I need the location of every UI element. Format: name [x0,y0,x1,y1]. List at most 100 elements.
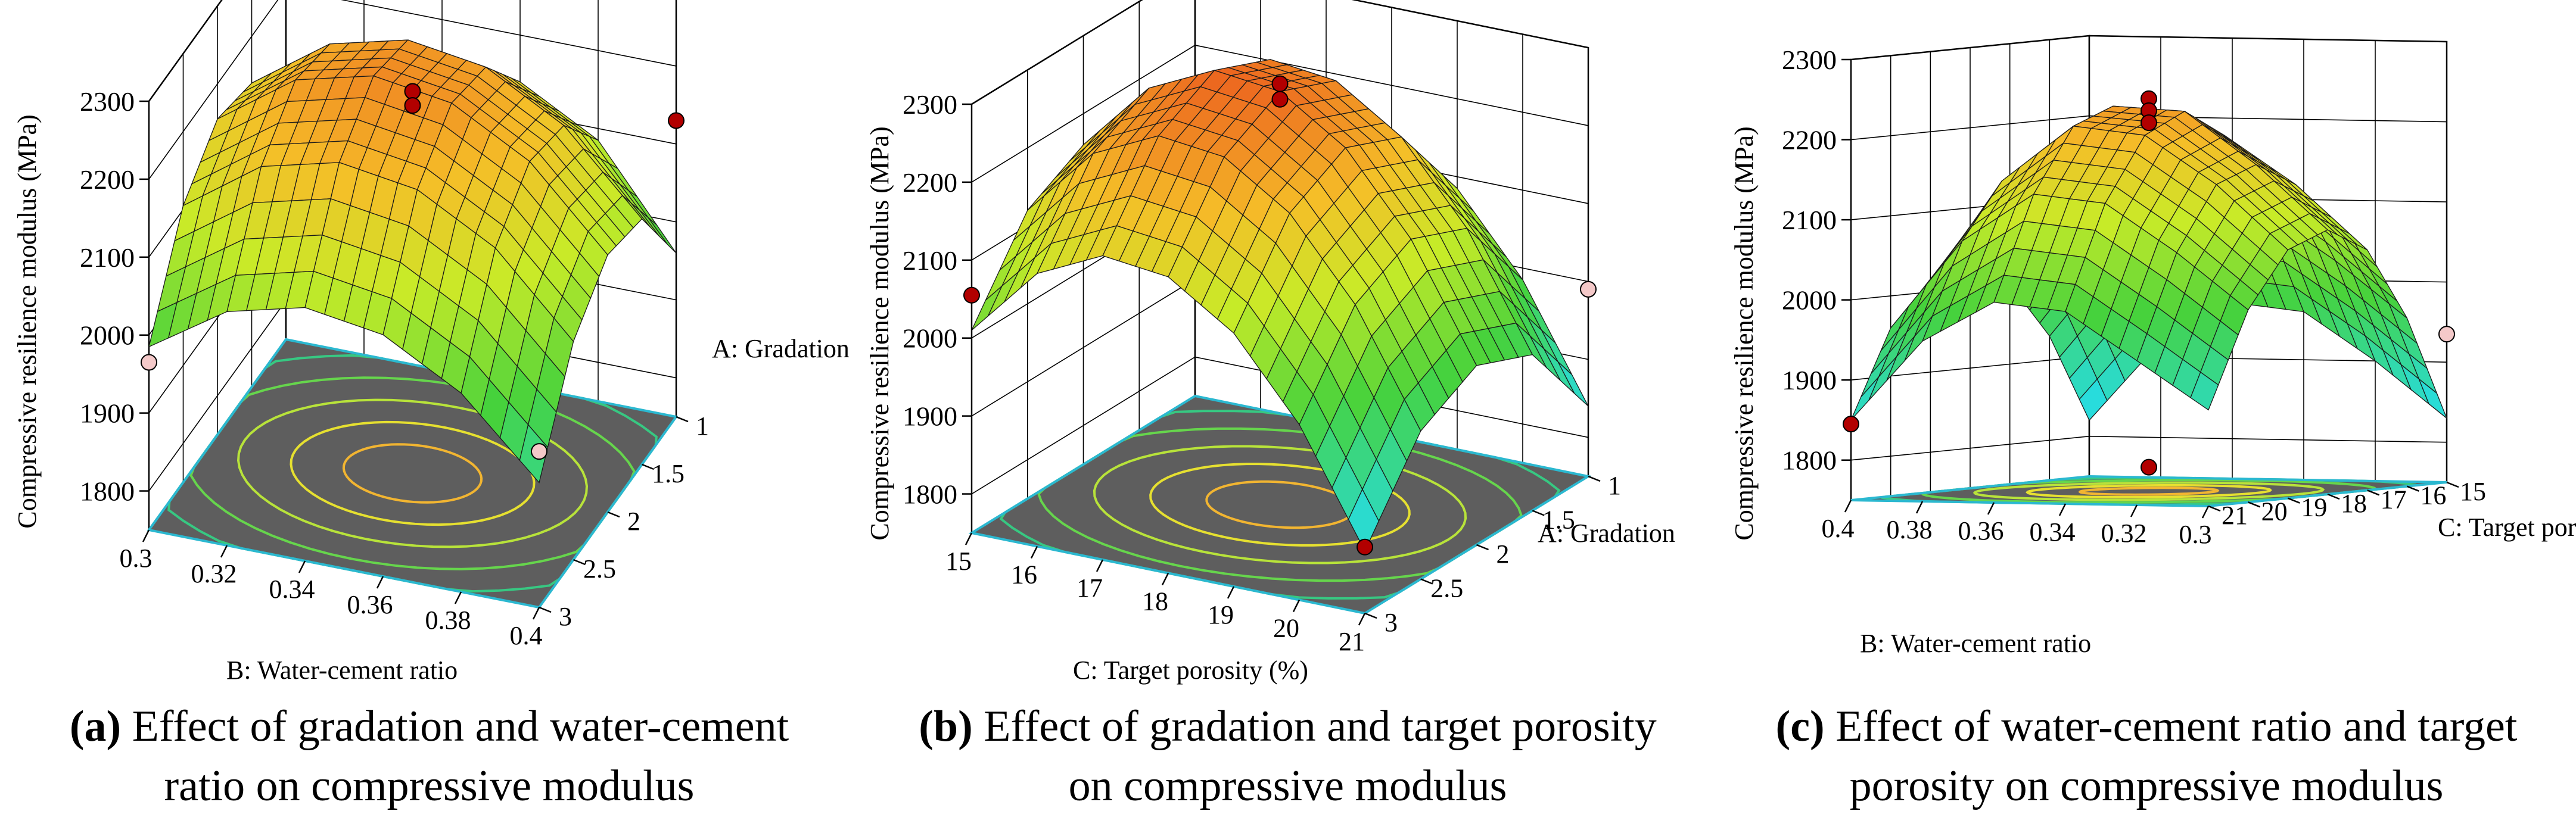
y-tick-c [2446,481,2459,488]
design-point-a [531,443,547,460]
y-axis-label-b: A: Gradation [1538,519,1675,548]
caption-b-line2: on compressive modulus [1068,762,1507,810]
design-point-b [1271,91,1289,108]
x-axis-label-b: C: Target porosity (%) [1073,656,1308,685]
z-tick-label-b: 2100 [903,245,957,276]
design-point-b [1580,280,1597,298]
y-axis-label-a: A: Gradation [712,334,850,363]
z-tick-label-a: 2300 [80,86,135,117]
y-tick-a [642,463,654,470]
caption-b-line1: Effect of gradation and target porosity [984,702,1657,751]
y-tick-label-c: 19 [2301,493,2327,522]
x-tick-c [1915,501,1924,514]
y-tick-label-a: 2.5 [583,554,616,584]
x-tick-label-c: 0.36 [1958,516,2004,545]
z-axis-b: 1800 1900 2000 2100 2200 2300 Compressive resi… [865,89,972,541]
x-tick-c [1844,500,1852,513]
y-tick-b [1476,544,1489,551]
x-tick-label-b: 18 [1142,587,1168,616]
zgrid-a-4 [148,0,677,180]
x-tick-c [2201,506,2210,519]
y-axis-label-c: C: Target porosity (%) [2438,513,2576,542]
y-tick-label-b: 3 [1385,608,1398,637]
y-tick-label-a: 2 [627,507,640,536]
z-tick-label-b: 2200 [903,167,957,198]
panel-c: 1800 1900 2000 2100 2200 2300 Compressive resi… [1717,0,2576,836]
x-tick-label-c: 0.34 [2030,517,2076,547]
x-tick-b [1096,559,1104,572]
x-tick-a [454,591,462,604]
x-tick-a [376,576,384,589]
z-tick-label-c: 1900 [1782,365,1837,395]
x-tick-c [2130,504,2138,517]
y-tick-c [2208,505,2221,512]
y-axis-c: 15 16 17 18 19 20 21 C: Target porosity (%) [2208,477,2576,542]
x-tick-label-a: 0.34 [269,575,315,604]
design-points-c [1843,90,2455,476]
contour-b-5 [968,394,1592,615]
x-axis-b: 15 16 17 18 19 20 21 C: Target porosity (%) [945,532,1366,685]
design-point-a [141,354,157,371]
panel-b: 1800 1900 2000 2100 2200 2300 Compressive resi… [858,0,1717,836]
x-tick-label-b: 17 [1077,573,1103,603]
design-point-a [404,97,421,114]
y-tick-label-c: 21 [2222,501,2248,530]
surface-cell-b [1348,488,1380,552]
design-point-b [1271,75,1289,92]
contour-a-1 [290,420,536,526]
surface-a [148,39,677,483]
x-tick-a [220,545,228,558]
x-tick-a [142,529,150,542]
caption-b: (b) Effect of gradation and target poros… [858,697,1717,816]
y-tick-label-b: 1 [1608,471,1621,500]
x-tick-a [532,607,540,620]
y-tick-label-b: 2.5 [1430,574,1463,603]
x-axis-c: 0.4 0.38 0.36 0.34 0.32 0.3 B: Water-cement ra… [1822,500,2212,658]
design-point-a [404,83,421,100]
y-tick-c [2406,485,2419,492]
caption-c: (c) Effect of water-cement ratio and tar… [1717,697,2576,816]
y-tick-a [573,559,586,566]
z-tick-label-a: 2200 [80,164,135,195]
design-point-b [1357,538,1373,556]
contours-c [1850,475,2447,508]
y-tick-b [1532,510,1545,516]
contour-c-0 [2078,486,2220,496]
y-tick-c [2327,493,2340,500]
x-tick-label-a: 0.36 [347,590,393,619]
x-tick-label-a: 0.32 [191,559,237,588]
y-tick-label-c: 17 [2381,485,2407,514]
contour-a-0 [342,443,483,504]
x-tick-c [2058,503,2067,516]
contours-b [968,394,1592,615]
x-tick-label-b: 16 [1011,560,1037,589]
y-tick-b [1588,475,1601,482]
x-tick-b [1030,545,1038,559]
x-tick-label-a: 0.3 [120,544,153,573]
z-tick-label-a: 2100 [80,242,135,273]
chart-b: 1800 1900 2000 2100 2200 2300 Compressive resi… [865,0,1675,685]
x-tick-b [1292,599,1301,613]
y-tick-label-b: 2 [1497,539,1510,569]
y-tick-label-c: 20 [2261,497,2288,526]
surface-cell-c [2190,371,2219,411]
caption-a-tag: (a) [69,702,122,751]
x-tick-b [1227,586,1235,599]
y-tick-a [607,511,620,518]
y-axis-a: 1 1.5 2 2.5 3 A: Gradation [539,334,850,631]
contour-c-1 [2026,483,2272,499]
caption-a: (a) Effect of gradation and water-cement… [0,697,858,816]
x-tick-b [1358,613,1366,626]
z-axis-c: 1800 1900 2000 2100 2200 2300 Compressive resi… [1729,45,1851,541]
x-tick-label-b: 19 [1208,600,1234,629]
y-tick-c [2287,497,2300,504]
x-tick-label-a: 0.4 [510,621,543,650]
y-tick-label-c: 18 [2341,489,2367,518]
z-tick-label-a: 1800 [80,476,135,507]
z-tick-label-c: 2200 [1782,125,1837,155]
x-tick-label-a: 0.38 [425,606,471,635]
y-tick-b [1364,612,1377,619]
chart-a: 1800 1900 2000 2100 2200 2300 Compressive resi… [13,0,850,685]
design-point-a [668,112,685,129]
surface-b [971,59,1589,552]
